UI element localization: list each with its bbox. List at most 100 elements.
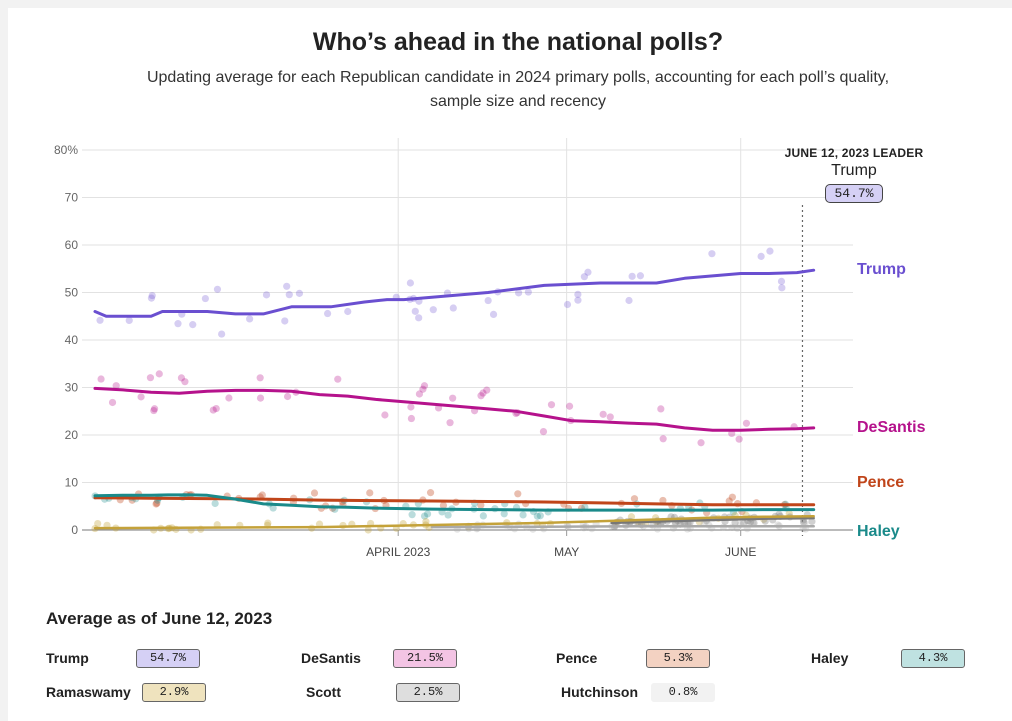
poll-dot [213,285,222,293]
poll-dot [483,386,491,394]
poll-dot [174,320,182,328]
poll-dot [407,414,416,423]
y-tick-label: 70 [65,191,79,205]
poll-dot [757,252,765,260]
poll-dot [728,493,736,501]
average-value: 5.3% [646,649,710,668]
poll-dot [584,268,592,276]
poll-dot [246,315,254,323]
y-tick-label: 10 [65,476,79,490]
average-name: Scott [306,684,341,700]
y-tick-label: 0 [71,523,78,537]
poll-dot [606,413,614,421]
series-line-ramaswamy [93,514,815,530]
poll-dot [479,512,487,520]
average-name: Hutchinson [561,684,638,700]
x-tick-label: MAY [554,545,579,559]
poll-dot [580,273,588,281]
poll-dot [659,496,667,505]
poll-dot [281,317,289,325]
poll-dot [524,288,532,296]
poll-dot [408,511,416,519]
poll-dot [108,398,117,407]
poll-dot [218,330,226,338]
x-tick-label: JUNE [725,545,756,559]
poll-dot [429,306,437,314]
poll-dot [799,518,808,527]
poll-dot [177,374,186,382]
gridlines [82,138,853,536]
poll-dot [148,291,156,300]
poll-dot [778,284,786,292]
series-line-desantis [93,386,816,432]
poll-dot [563,300,572,309]
poll-dot [423,510,432,518]
poll-dot [225,394,233,402]
poll-dot [449,394,457,402]
y-tick-label: 20 [65,428,79,442]
series-label-pence: Pence [857,474,904,491]
poll-dot [366,489,374,497]
poll-dot [500,510,508,518]
average-name: Trump [46,650,89,666]
average-value: 21.5% [393,649,457,668]
poll-dot [636,272,645,280]
poll-dot [344,307,352,316]
poll-dot [147,294,156,302]
leader-callout: JUNE 12, 2023 LEADER Trump 54.7% [772,146,936,203]
poll-dot [112,382,120,390]
poll-dot [750,519,758,527]
poll-dot [708,250,716,258]
poll-dot [283,392,292,401]
poll-dot [146,374,155,382]
averages-heading: Average as of June 12, 2023 [46,609,273,628]
poll-dot [209,406,217,414]
poll-chart: 0 10 20 30 40 50 60 70 80% APRIL 2023 MAY JUNE Trump… [54,138,926,559]
poll-dot [515,289,523,297]
poll-dot [97,375,105,383]
poll-dot [150,405,159,413]
poll-dot [419,385,427,393]
poll-dot [323,309,332,318]
poll-dot [211,499,219,508]
poll-dot [774,521,782,529]
average-name: Ramaswamy [46,684,131,700]
poll-dot [411,307,419,315]
y-tick-label: 30 [65,381,79,395]
average-lines [93,268,816,530]
chart-subtitle: Updating average for each Republican can… [146,69,890,110]
series-line-hutchinson [430,524,815,529]
poll-dot [295,289,304,297]
poll-dot [406,279,414,287]
poll-dot [283,282,291,290]
poll-dot [547,401,556,409]
poll-dot [628,272,636,280]
poll-dot [262,291,271,299]
poll-dot [137,393,145,401]
poll-dot [449,304,457,312]
poll-dot [152,500,160,508]
series-label-haley: Haley [857,523,900,540]
poll-dot [725,497,733,505]
y-tick-label: 40 [65,333,79,347]
poll-dot [407,403,415,411]
axis-labels: 0 10 20 30 40 50 60 70 80% APRIL 2023 MAY JUNE Trump… [54,143,926,559]
poll-dot [415,390,424,398]
series-label-desantis: DeSantis [857,419,926,436]
poll-dot [310,489,319,497]
y-tick-label: 80% [54,143,78,157]
poll-dot [731,519,739,527]
poll-dot [420,512,429,520]
poll-dot [659,435,667,443]
poll-dot [150,406,158,415]
series-line-haley [93,493,816,512]
average-value: 0.8% [651,683,715,702]
poll-dot [539,427,548,436]
chart-card [8,8,1012,721]
poll-dot [256,394,265,402]
poll-dot [479,389,487,397]
poll-dot [627,513,636,521]
poll-dot [446,419,454,427]
series-line-pence [93,496,816,507]
poll-dot [181,378,189,386]
